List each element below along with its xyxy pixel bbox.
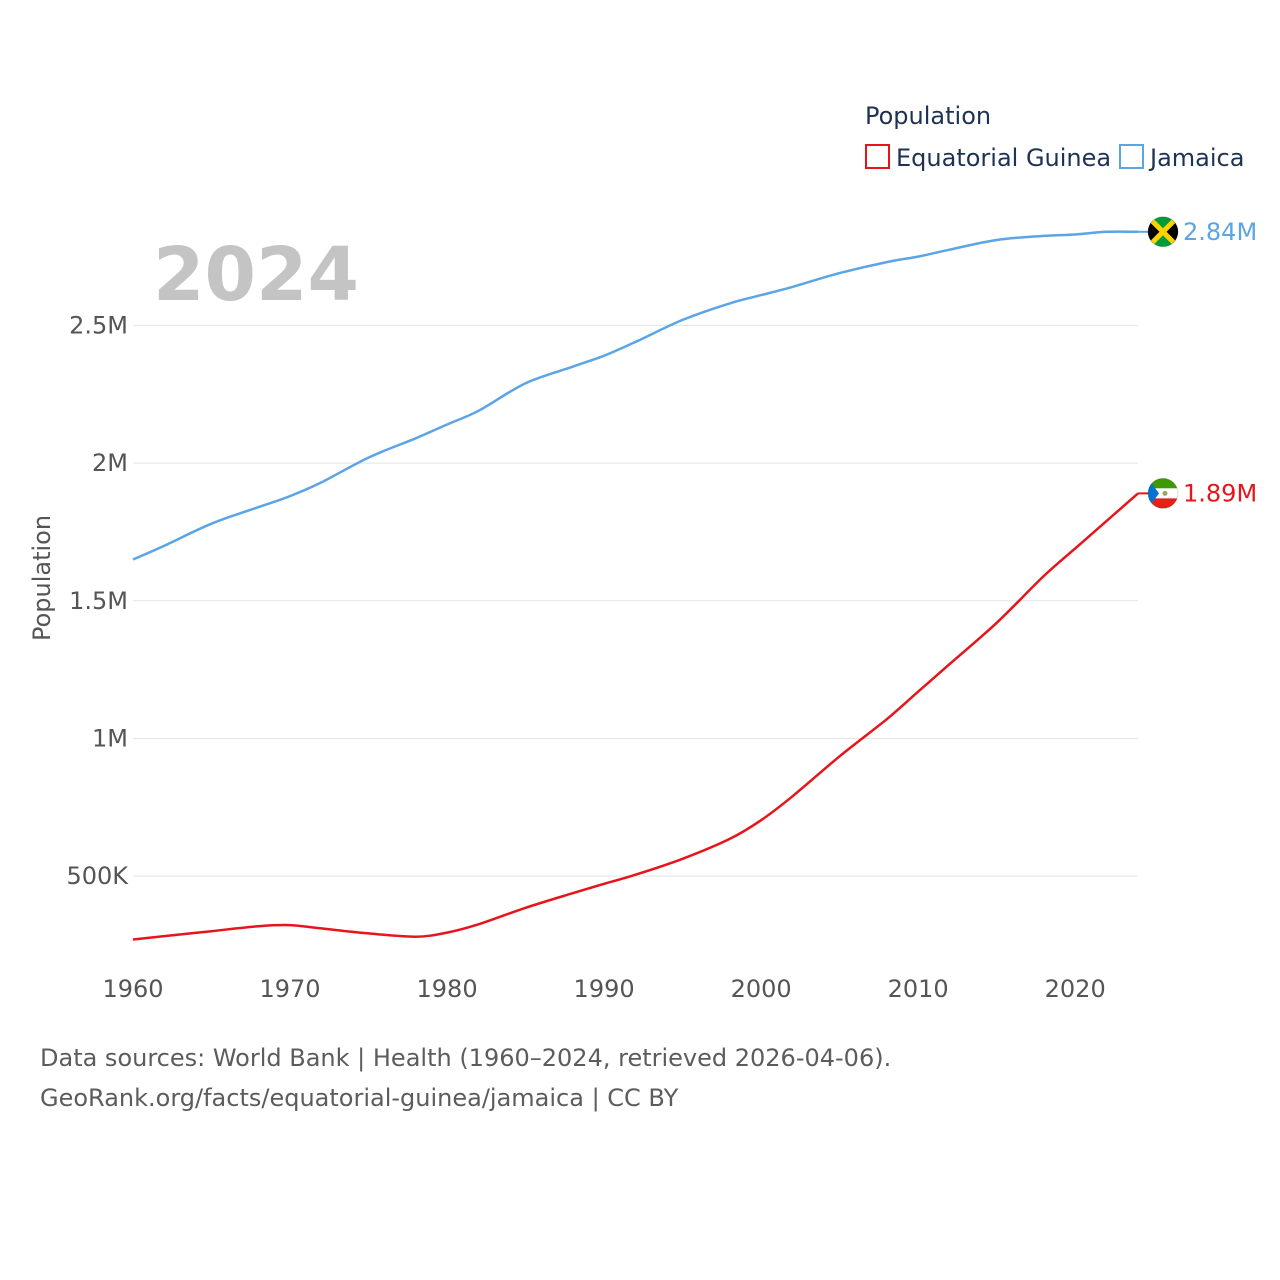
x-tick-label: 1980: [417, 975, 478, 1003]
legend-label-jamaica[interactable]: Jamaica: [1148, 144, 1244, 172]
x-tick-label: 1990: [574, 975, 635, 1003]
legend-swatch-jamaica[interactable]: [1119, 144, 1144, 169]
legend-title: Population: [865, 102, 991, 130]
y-tick-label: 500K: [66, 862, 129, 890]
legend: Population Equatorial Guinea Jamaica: [865, 102, 1244, 172]
jamaica-flag-icon: [1147, 216, 1179, 248]
end-value-label-jamaica: 2.84M: [1183, 218, 1257, 246]
y-tick-label: 2.5M: [69, 311, 128, 339]
x-axis-ticks: 1960 1970 1980 1990 2000 2010 2020: [102, 975, 1105, 1003]
x-tick-label: 2010: [888, 975, 949, 1003]
equatorial-guinea-flag-icon: [1147, 477, 1179, 509]
gridlines: [133, 324, 1138, 877]
source-url[interactable]: GeoRank.org/facts/equatorial-guinea/jama…: [40, 1084, 679, 1112]
y-tick-label: 1M: [92, 724, 128, 752]
legend-label-equatorial-guinea[interactable]: Equatorial Guinea: [896, 144, 1111, 172]
series-lines: [132, 230, 1139, 941]
series-line-jamaica[interactable]: [132, 230, 1139, 561]
year-label: 2024: [153, 232, 359, 318]
series-line-equatorial-guinea[interactable]: [132, 492, 1139, 941]
y-axis-ticks: 500K 1M 1.5M 2M 2.5M: [66, 311, 129, 890]
x-tick-label: 1960: [102, 975, 163, 1003]
end-markers: 1.89M 2.84M: [1138, 216, 1257, 509]
y-tick-label: 2M: [92, 449, 128, 477]
x-tick-label: 2020: [1045, 975, 1106, 1003]
end-value-label-equatorial-guinea: 1.89M: [1183, 479, 1257, 507]
x-tick-label: 1970: [259, 975, 320, 1003]
y-axis-title: Population: [28, 515, 56, 641]
x-tick-label: 2000: [731, 975, 792, 1003]
legend-swatch-equatorial-guinea[interactable]: [865, 144, 890, 169]
y-tick-label: 1.5M: [69, 587, 128, 615]
source-text: Data sources: World Bank | Health (1960–…: [40, 1044, 892, 1072]
